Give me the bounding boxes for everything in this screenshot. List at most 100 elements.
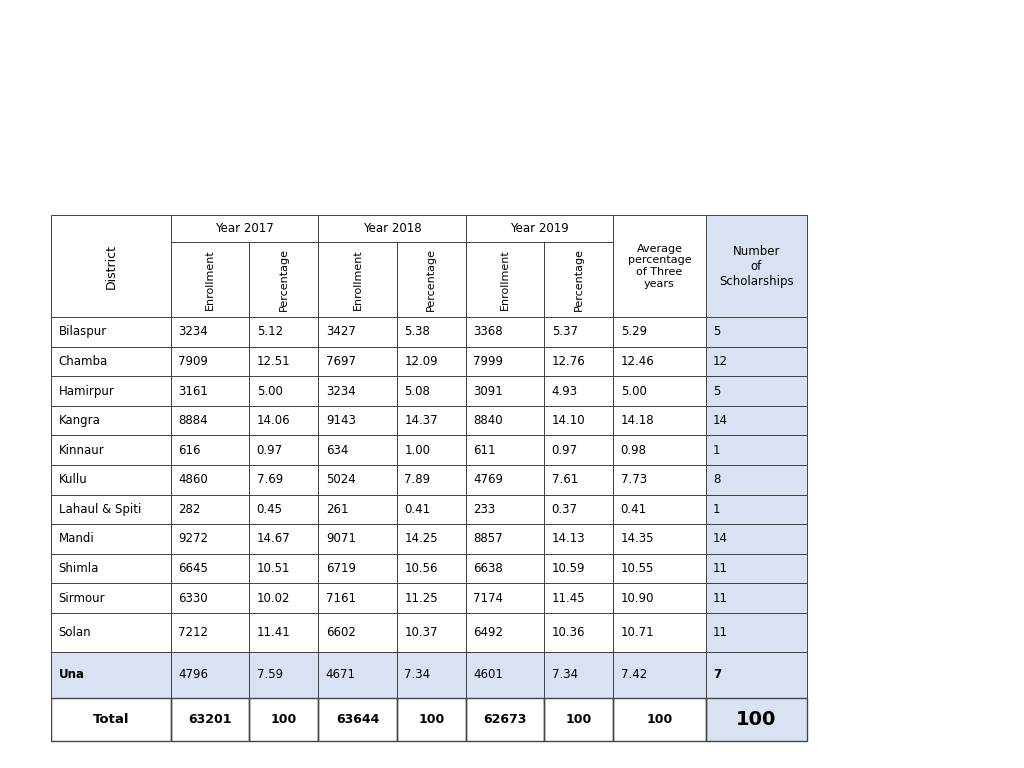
Text: 7.61: 7.61 [552, 473, 578, 486]
Text: 7: 7 [713, 668, 721, 681]
Bar [51, 584, 171, 613]
Bar [51, 347, 171, 376]
Bar [318, 495, 397, 525]
Text: 100: 100 [418, 713, 444, 726]
Bar [171, 347, 250, 376]
Bar [51, 495, 171, 525]
Bar [250, 525, 318, 554]
Text: 7.89: 7.89 [404, 473, 430, 486]
Text: 9071: 9071 [326, 532, 355, 545]
Bar [466, 525, 545, 554]
Bar [397, 242, 466, 317]
Bar [706, 465, 807, 495]
Bar [613, 495, 706, 525]
Text: Number
of
Scholarships: Number of Scholarships [719, 245, 794, 287]
Bar [318, 242, 397, 317]
Bar [466, 215, 613, 242]
Bar [397, 554, 466, 584]
Text: 63644: 63644 [336, 713, 379, 726]
Bar [318, 525, 397, 554]
Bar [545, 554, 613, 584]
Bar [318, 613, 397, 652]
Bar [613, 652, 706, 698]
Bar [706, 554, 807, 584]
Bar [706, 525, 807, 554]
Bar [466, 465, 545, 495]
Bar [51, 465, 171, 495]
Text: 4796: 4796 [178, 668, 208, 681]
Bar [250, 698, 318, 741]
Bar [706, 584, 807, 613]
Bar [171, 242, 250, 317]
Text: 4860: 4860 [178, 473, 208, 486]
Bar [706, 435, 807, 465]
Bar [397, 495, 466, 525]
Bar [545, 613, 613, 652]
Bar [466, 215, 613, 242]
Bar [318, 495, 397, 525]
Bar [706, 376, 807, 406]
Bar [250, 495, 318, 525]
Bar [171, 435, 250, 465]
Bar [171, 584, 250, 613]
Bar [397, 525, 466, 554]
Bar [171, 435, 250, 465]
Bar [613, 406, 706, 435]
Bar [706, 406, 807, 435]
Bar [51, 495, 171, 525]
Bar [613, 525, 706, 554]
Bar [250, 554, 318, 584]
Bar [706, 317, 807, 347]
Text: 14: 14 [713, 414, 728, 427]
Text: 12.51: 12.51 [257, 355, 291, 368]
Bar [613, 435, 706, 465]
Text: 10.51: 10.51 [257, 562, 290, 575]
Bar [397, 317, 466, 347]
Bar [250, 317, 318, 347]
Bar [51, 613, 171, 652]
Text: 8884: 8884 [178, 414, 208, 427]
Bar [397, 435, 466, 465]
Text: Enrollment: Enrollment [205, 249, 215, 310]
Bar [466, 376, 545, 406]
Bar [171, 215, 318, 242]
Bar [545, 406, 613, 435]
Bar [613, 554, 706, 584]
Text: 7697: 7697 [326, 355, 355, 368]
Bar [51, 465, 171, 495]
Bar [171, 613, 250, 652]
Bar [466, 698, 545, 741]
Text: 7909: 7909 [178, 355, 208, 368]
Bar [318, 317, 397, 347]
Bar [250, 242, 318, 317]
Text: 634: 634 [326, 444, 348, 457]
Bar [250, 435, 318, 465]
Bar [51, 317, 171, 347]
Text: 261: 261 [326, 503, 348, 516]
Text: Hamirpur: Hamirpur [58, 385, 115, 398]
Bar [51, 406, 171, 435]
Text: 5.12: 5.12 [257, 326, 283, 339]
Text: 5: 5 [713, 326, 720, 339]
Bar [545, 376, 613, 406]
Text: Lahaul & Spiti: Lahaul & Spiti [58, 503, 141, 516]
Bar [250, 435, 318, 465]
Text: 100: 100 [270, 713, 297, 726]
Text: 7.34: 7.34 [404, 668, 430, 681]
Bar [613, 613, 706, 652]
Bar [466, 495, 545, 525]
Bar [613, 215, 706, 317]
Bar [466, 495, 545, 525]
Bar [466, 525, 545, 554]
Text: 63201: 63201 [188, 713, 231, 726]
Bar [545, 495, 613, 525]
Bar [250, 698, 318, 741]
Bar [466, 613, 545, 652]
Bar [706, 495, 807, 525]
Bar [250, 376, 318, 406]
Bar [250, 347, 318, 376]
Bar [397, 525, 466, 554]
Bar [545, 317, 613, 347]
Text: 6638: 6638 [473, 562, 503, 575]
Text: 5.29: 5.29 [621, 326, 647, 339]
